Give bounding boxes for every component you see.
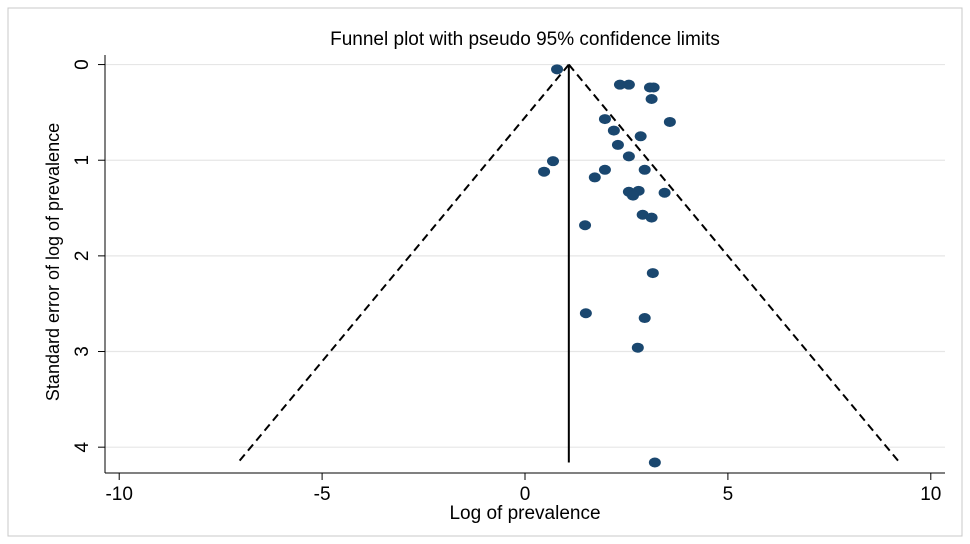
study-point <box>622 79 635 90</box>
study-point <box>538 166 551 177</box>
study-point <box>622 151 635 162</box>
study-point <box>645 212 658 223</box>
x-tick-label: -10 <box>105 484 132 505</box>
x-tick-label: 5 <box>723 484 734 505</box>
study-point <box>547 156 559 167</box>
study-point <box>658 187 671 198</box>
study-point <box>646 268 659 279</box>
study-point <box>626 190 639 201</box>
study-point <box>638 164 651 175</box>
confidence-limit <box>237 63 570 464</box>
study-point <box>634 131 647 142</box>
study-point <box>551 64 564 75</box>
y-tick-label: 3 <box>72 346 93 357</box>
study-point <box>579 308 592 319</box>
study-point <box>588 172 601 183</box>
study-point <box>607 125 620 136</box>
study-point <box>613 79 626 90</box>
y-axis-title: Standard error of log of prevalence <box>43 123 63 401</box>
study-point <box>598 114 611 125</box>
y-tick-label: 4 <box>72 441 93 452</box>
study-point <box>611 139 624 150</box>
study-point <box>663 116 676 127</box>
y-tick-label: 2 <box>72 251 93 262</box>
plot-area <box>105 55 945 473</box>
confidence-limit <box>568 63 901 464</box>
study-point <box>631 342 644 353</box>
study-point <box>648 457 661 468</box>
x-axis-title: Log of prevalence <box>449 503 600 524</box>
study-point <box>638 313 651 324</box>
study-point <box>647 82 660 93</box>
x-tick-label: -5 <box>314 484 331 505</box>
x-tick-label: 0 <box>520 484 531 505</box>
study-point <box>645 94 658 104</box>
x-tick-label: 10 <box>920 484 941 505</box>
study-point <box>579 220 592 231</box>
study-point <box>598 164 611 175</box>
y-tick-label: 1 <box>72 155 93 166</box>
chart-title: Funnel plot with pseudo 95% confidence l… <box>330 29 720 50</box>
y-tick-label: 0 <box>72 59 93 70</box>
